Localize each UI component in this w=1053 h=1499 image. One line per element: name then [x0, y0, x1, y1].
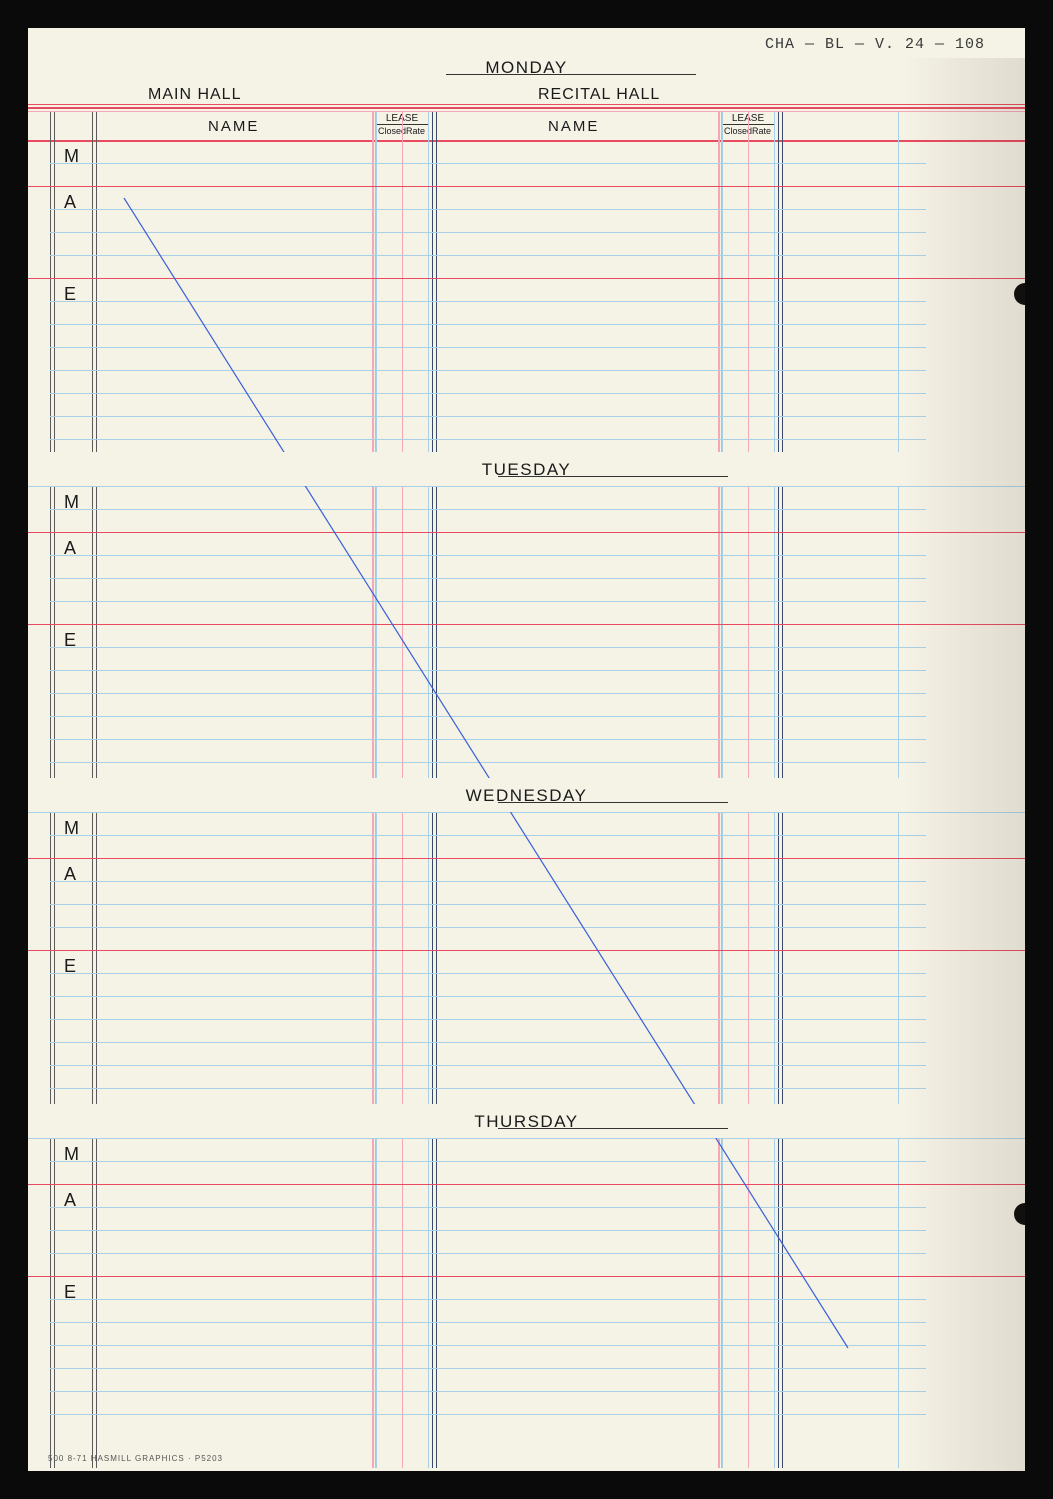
hall-header-main: MAIN HALL — [148, 86, 241, 104]
ruling-blue — [50, 1230, 926, 1231]
day-label-wednesday: WEDNESDAY — [466, 786, 588, 806]
ruling-blue — [50, 1253, 926, 1254]
ruling-blue — [50, 881, 926, 882]
row-label-e: E — [64, 956, 76, 977]
ruling-blue — [50, 904, 926, 905]
catalog-annotation: CHA — BL — V. 24 — 108 — [765, 36, 985, 53]
band-bot — [28, 1138, 1025, 1139]
row-label-a: A — [64, 192, 76, 213]
day-underline-wednesday — [498, 802, 728, 803]
sep-ma — [28, 186, 1025, 187]
row-label-e: E — [64, 284, 76, 305]
ruling-blue — [50, 1019, 926, 1020]
ruling-blue — [50, 301, 926, 302]
ruling-blue — [50, 647, 926, 648]
ruling-blue — [50, 762, 926, 763]
ruling-blue — [50, 555, 926, 556]
rate-header-2: Rate — [752, 126, 771, 136]
row-label-a: A — [64, 538, 76, 559]
day-underline-thursday — [498, 1128, 728, 1129]
rule-header-bottom — [28, 140, 1025, 142]
row-label-m: M — [64, 1144, 79, 1165]
day-underline-tuesday — [498, 476, 728, 477]
day-label-tuesday: TUESDAY — [482, 460, 572, 480]
sep-ae — [28, 624, 1025, 625]
ruling-blue — [50, 670, 926, 671]
band-bot — [28, 812, 1025, 813]
ruling-blue — [50, 739, 926, 740]
row-label-m: M — [64, 818, 79, 839]
paper-surface: CHA — BL — V. 24 — 108 500 8-71 HASMILL … — [28, 28, 1025, 1471]
ruling-blue — [50, 1042, 926, 1043]
ruling-blue — [50, 1391, 926, 1392]
ruling-blue — [50, 163, 926, 164]
name-header-main: NAME — [208, 118, 259, 135]
ruling-blue — [50, 1161, 926, 1162]
page-stain — [905, 58, 1025, 1471]
rule-top-3 — [28, 111, 1025, 112]
ruling-blue — [50, 209, 926, 210]
sep-ae — [28, 278, 1025, 279]
ruling-blue — [50, 1414, 926, 1415]
row-label-a: A — [64, 864, 76, 885]
sep-ae — [28, 950, 1025, 951]
ruling-blue — [50, 509, 926, 510]
rule-top-1 — [28, 104, 1025, 105]
punch-hole — [1014, 283, 1036, 305]
ruling-blue — [50, 693, 926, 694]
name-header-recital: NAME — [548, 118, 599, 135]
ruling-blue — [50, 1088, 926, 1089]
ruling-blue — [50, 324, 926, 325]
ruling-blue — [50, 1207, 926, 1208]
rule-top-2 — [28, 107, 1025, 109]
ledger-content: MONDAYMAIN HALLRECITAL HALLNAMENAMELEASE… — [28, 58, 1025, 1471]
ruling-blue — [50, 1368, 926, 1369]
ruling-blue — [50, 601, 926, 602]
hall-header-recital: RECITAL HALL — [538, 86, 660, 104]
row-label-e: E — [64, 1282, 76, 1303]
ruling-blue — [50, 716, 926, 717]
day-label-thursday: THURSDAY — [474, 1112, 578, 1132]
band-bot — [28, 486, 1025, 487]
ruling-blue — [50, 1345, 926, 1346]
ruling-blue — [50, 927, 926, 928]
ruling-blue — [50, 347, 926, 348]
ledger-page: CHA — BL — V. 24 — 108 500 8-71 HASMILL … — [0, 0, 1053, 1499]
row-label-m: M — [64, 146, 79, 167]
ruling-blue — [50, 416, 926, 417]
sep-ma — [28, 1184, 1025, 1185]
rate-header-1: Rate — [406, 126, 425, 136]
sep-ae — [28, 1276, 1025, 1277]
ruling-blue — [50, 232, 926, 233]
ruling-blue — [50, 255, 926, 256]
row-label-e: E — [64, 630, 76, 651]
ruling-blue — [50, 835, 926, 836]
row-label-a: A — [64, 1190, 76, 1211]
ruling-blue — [50, 370, 926, 371]
day-label-monday: MONDAY — [485, 58, 567, 78]
ruling-blue — [50, 1065, 926, 1066]
sep-ma — [28, 858, 1025, 859]
ruling-blue — [50, 1322, 926, 1323]
ruling-blue — [50, 973, 926, 974]
ruling-blue — [50, 393, 926, 394]
ruling-blue — [50, 996, 926, 997]
punch-hole — [1014, 1203, 1036, 1225]
sep-ma — [28, 532, 1025, 533]
ruling-blue — [50, 1299, 926, 1300]
ruling-blue — [50, 439, 926, 440]
day-underline-monday — [446, 74, 696, 75]
ruling-blue — [50, 578, 926, 579]
row-label-m: M — [64, 492, 79, 513]
